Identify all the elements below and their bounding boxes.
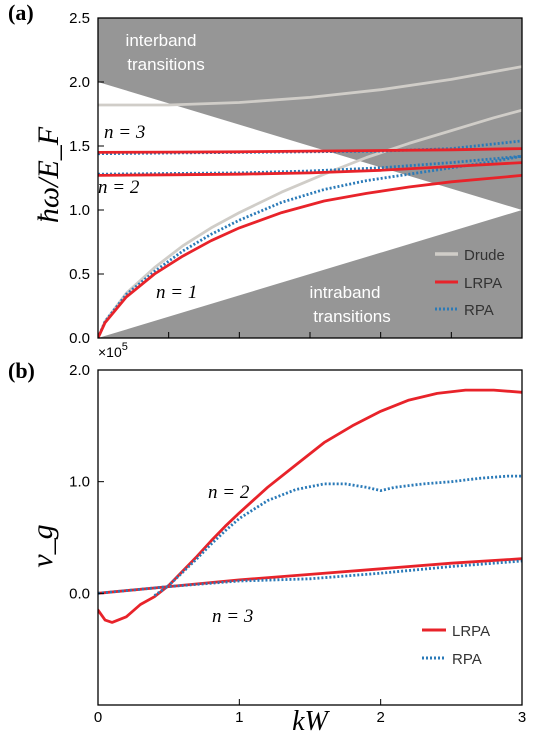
panel-a-label: (a) <box>8 0 34 25</box>
legend-a-label-drude: Drude <box>464 247 505 264</box>
a-series-lrpa-5 <box>98 161 522 177</box>
a-series-lrpa-7 <box>98 147 522 154</box>
panel-b-label: (b) <box>8 358 35 383</box>
intraband-label-line1: intraband <box>310 283 381 302</box>
b-series-lrpa-2 <box>98 557 522 595</box>
a-ytick-label: 1.5 <box>69 138 90 155</box>
panel-b-legend: LRPA RPA <box>422 623 490 668</box>
legend-b-label-lrpa: LRPA <box>452 623 490 640</box>
b-xtick-label: 1 <box>235 709 243 726</box>
a-series-rpa-4 <box>98 154 522 176</box>
a-series-rpa-2 <box>98 154 522 338</box>
panel-a-ticks: 0.0 0.5 1.0 1.5 2.0 2.5 <box>69 10 452 347</box>
a-series-drude-1 <box>98 108 522 338</box>
panel-b-frame <box>97 369 523 706</box>
a-ytick-label: 0.0 <box>69 330 90 347</box>
region-interband <box>98 18 522 210</box>
b-series-rpa-3 <box>98 559 522 595</box>
a-ytick-label: 1.0 <box>69 202 90 219</box>
legend-b-label-rpa: RPA <box>452 651 482 668</box>
panel-a-shaded-regions <box>98 18 522 338</box>
panel-a-legend: Drude LRPA RPA <box>435 247 505 319</box>
panel-b-exponent: ×105 <box>98 341 128 360</box>
annotation-a-n3: n = 3 <box>104 122 145 143</box>
b-xtick-label: 0 <box>94 709 102 726</box>
annotation-a-n2: n = 2 <box>98 177 140 198</box>
panel-b-series <box>98 388 522 624</box>
panel-a-ylabel: ħω/E_F <box>32 126 65 223</box>
b-series-lrpa-0 <box>98 388 522 624</box>
a-series-drude-0 <box>98 65 522 107</box>
b-xtick-label: 2 <box>376 709 384 726</box>
interband-label-line2: transitions <box>127 55 204 74</box>
panel-b: 0.0 1.0 2.0 0 1 2 3 (b) ×105 v_g kW n = 2 n = … <box>8 341 526 737</box>
panel-b-exponent-power: 5 <box>122 341 128 353</box>
a-series-lrpa-3 <box>98 173 522 338</box>
annotation-a-n1: n = 1 <box>156 282 197 303</box>
panel-b-xlabel: kW <box>292 706 330 737</box>
b-ytick-label: 0.0 <box>69 585 90 602</box>
a-ytick-label: 2.5 <box>69 10 90 27</box>
panel-b-ylabel: v_g <box>26 524 59 567</box>
a-ytick-label: 0.5 <box>69 266 90 283</box>
b-series-rpa-1 <box>153 474 522 597</box>
annotation-b-n3: n = 3 <box>212 606 253 627</box>
panel-a-series <box>98 65 522 338</box>
legend-a-label-lrpa: LRPA <box>464 275 502 292</box>
panel-b-exponent-base: ×10 <box>98 344 122 360</box>
interband-label-line1: interband <box>126 31 197 50</box>
b-ytick-label: 1.0 <box>69 474 90 491</box>
annotation-b-n2: n = 2 <box>208 482 250 503</box>
b-xtick-label: 3 <box>518 709 526 726</box>
panel-b-ticks: 0.0 1.0 2.0 0 1 2 3 <box>69 362 526 726</box>
legend-a-label-rpa: RPA <box>464 302 494 319</box>
intraband-label-line2: transitions <box>313 307 390 326</box>
a-ytick-label: 2.0 <box>69 74 90 91</box>
b-ytick-label: 2.0 <box>69 362 90 379</box>
panel-a: 0.00.51.01.52.02.5 (a) ħω/E_F interband … <box>8 0 523 347</box>
region-intraband <box>98 210 522 338</box>
